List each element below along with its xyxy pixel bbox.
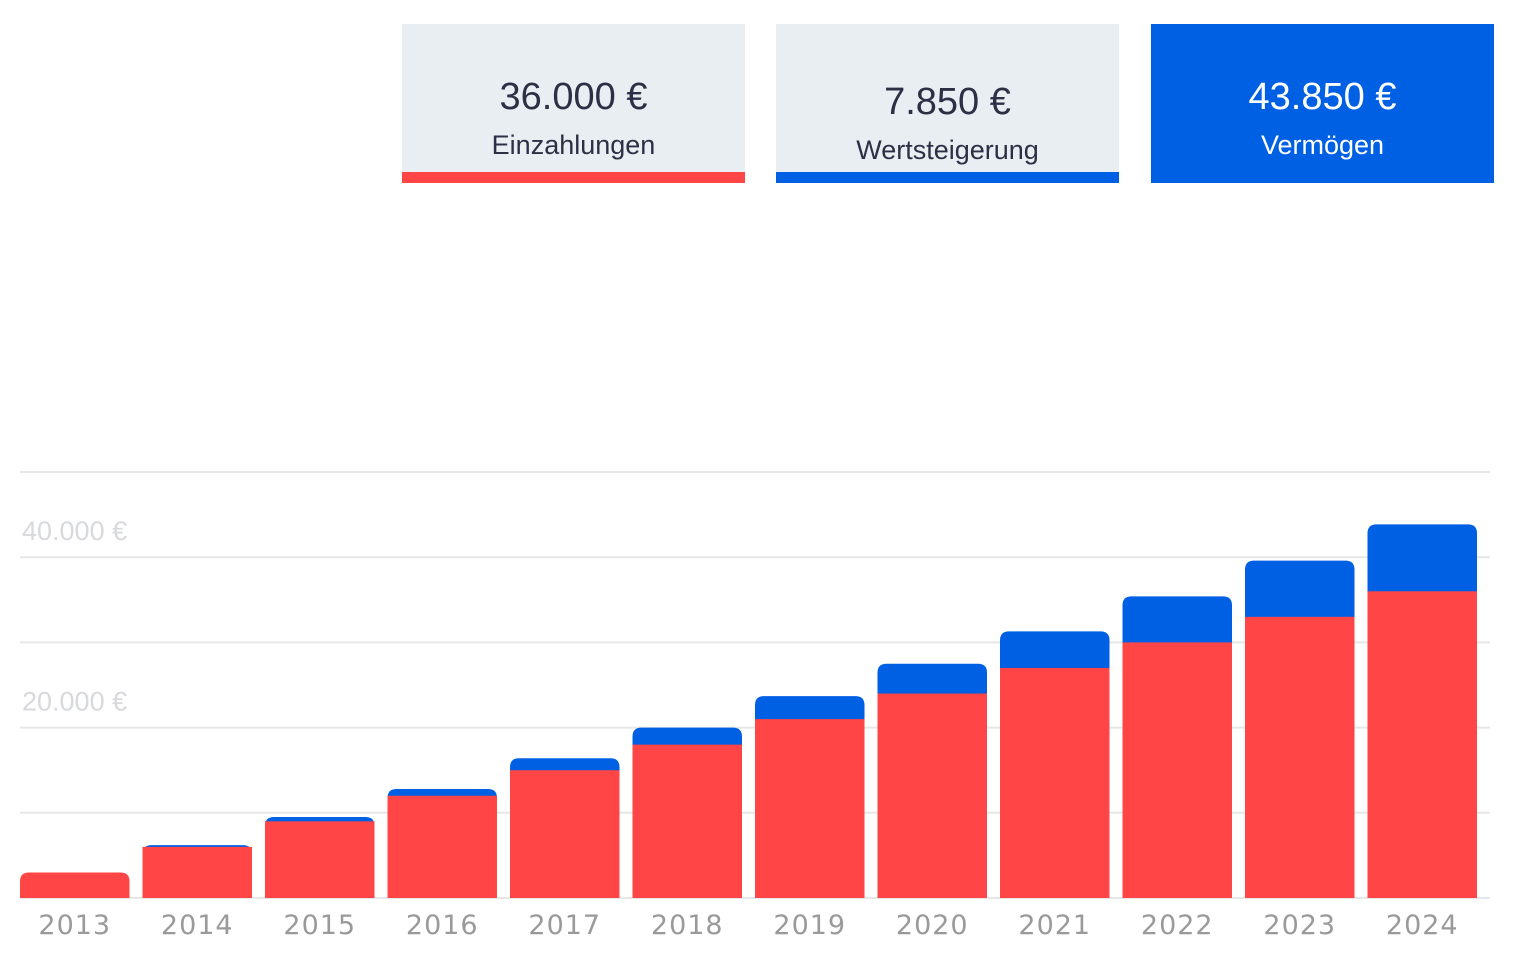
growth-underline [776,172,1119,183]
x-tick-label-2023: 2023 [1263,910,1336,941]
bar-deposits-2015 [265,821,375,898]
growth-label: Wertsteigerung [856,135,1039,165]
bar-deposits-2022 [1122,642,1232,898]
x-tick-labels: 2013 2014 2015 2016 2017 2018 2019 2020 2021 2022… [38,910,1459,941]
bar-deposits-2021 [1000,667,1110,898]
growth-value: 7.850 € [884,81,1011,123]
x-tick-label-2013: 2013 [38,910,111,941]
growth-card: 7.850 € Wertsteigerung [776,24,1119,183]
deposits-value: 36.000 € [499,76,648,118]
bar-deposits-2023 [1245,616,1355,898]
bar-deposits-2017 [510,770,620,898]
x-tick-label-2024: 2024 [1386,910,1459,941]
bar-deposits-2014 [142,846,252,898]
x-tick-label-2019: 2019 [773,910,846,941]
bar-deposits-2013 [20,872,130,898]
wealth-value: 43.850 € [1248,76,1397,118]
y-tick-label: 20.000 € [22,687,127,717]
x-tick-label-2014: 2014 [161,910,234,941]
deposits-underline [402,172,745,183]
bars [20,524,1477,898]
x-tick-label-2016: 2016 [406,910,479,941]
bar-deposits-2024 [1367,591,1477,898]
bar-deposits-2019 [755,719,865,898]
x-tick-label-2015: 2015 [283,910,356,941]
wealth-label: Vermögen [1260,130,1385,160]
y-tick-label: 40.000 € [22,516,127,546]
bar-deposits-2016 [387,795,497,898]
y-tick-labels: 20.000 € 40.000 € [22,516,127,716]
x-tick-label-2018: 2018 [651,910,724,941]
bar-deposits-2018 [632,744,742,898]
wealth-card: 43.850 € Vermögen [1151,24,1494,183]
x-tick-label-2022: 2022 [1141,910,1214,941]
deposits-card: 36.000 € Einzahlungen [402,24,745,183]
deposits-label: Einzahlungen [491,130,656,160]
x-tick-label-2021: 2021 [1018,910,1091,941]
x-tick-label-2017: 2017 [528,910,601,941]
x-tick-label-2020: 2020 [896,910,969,941]
bar-deposits-2020 [877,693,987,898]
